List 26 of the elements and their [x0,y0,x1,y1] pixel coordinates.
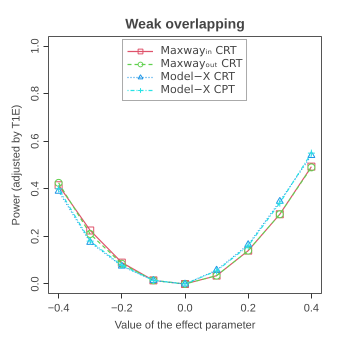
x-tick-label: −0.4 [48,302,70,314]
y-tick-label: 1.0 [30,38,42,54]
chart-title: Weak overlapping [125,16,245,32]
y-tick-label: 0.8 [30,86,42,102]
x-tick-label: 0.0 [177,302,193,314]
x-tick-label: 0.2 [240,302,256,314]
point [244,242,252,250]
y-tick-label: 0.4 [30,181,42,196]
x-axis-title: Value of the effect parameter [114,320,256,332]
legend-label: Model−X CPT [160,83,235,96]
x-tick-label: 0.4 [304,302,320,314]
point [54,181,63,190]
point [276,199,284,208]
legend-label: Maxwayₒᵤₜ CRT [160,57,242,70]
y-tick-label: 0.2 [30,228,42,244]
legend-label: Maxwayᵢₙ CRT [160,44,237,57]
y-axis-title: Power (adjusted by T1E) [10,104,22,226]
y-tick-label: 0.6 [30,134,42,149]
point [86,230,94,238]
x-tick-label: −0.2 [110,302,133,314]
point [244,240,252,248]
y-tick-label: 0.0 [30,276,42,292]
legend-label: Model−X CRT [160,70,236,83]
point [276,196,284,204]
point [86,226,94,234]
point [54,178,63,187]
